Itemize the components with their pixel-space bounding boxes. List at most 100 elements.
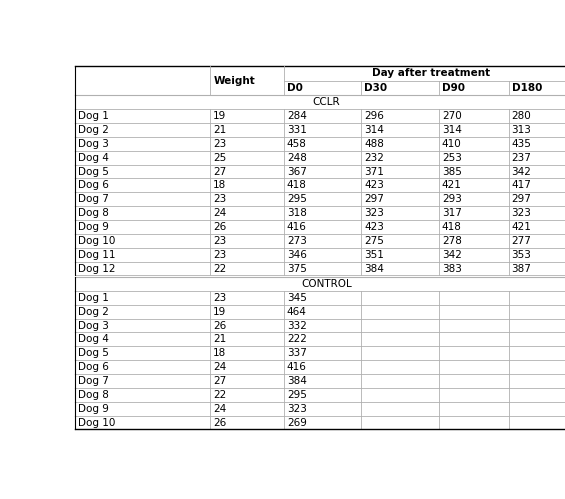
Text: 323: 323 <box>364 208 384 218</box>
Text: 277: 277 <box>511 236 532 246</box>
Text: 222: 222 <box>287 334 307 344</box>
Text: 23: 23 <box>213 139 227 149</box>
Text: 367: 367 <box>287 167 307 177</box>
Text: 385: 385 <box>442 167 462 177</box>
Text: 253: 253 <box>442 153 462 163</box>
Text: 295: 295 <box>287 390 307 400</box>
Text: 18: 18 <box>213 181 227 191</box>
Text: Dog 9: Dog 9 <box>77 404 108 414</box>
Text: 296: 296 <box>364 111 384 121</box>
Text: Dog 2: Dog 2 <box>77 307 108 317</box>
Text: 458: 458 <box>287 139 307 149</box>
Text: 297: 297 <box>364 194 384 204</box>
Text: 21: 21 <box>213 334 227 344</box>
Text: 232: 232 <box>364 153 384 163</box>
Text: Dog 1: Dog 1 <box>77 111 108 121</box>
Text: 423: 423 <box>364 181 384 191</box>
Text: 18: 18 <box>213 348 227 358</box>
Text: CONTROL: CONTROL <box>301 279 352 289</box>
Text: Dog 10: Dog 10 <box>77 418 115 428</box>
Text: D0: D0 <box>287 83 303 93</box>
Text: 237: 237 <box>511 153 532 163</box>
Text: 297: 297 <box>511 194 532 204</box>
Text: 314: 314 <box>442 125 462 135</box>
Text: 342: 342 <box>511 167 532 177</box>
Text: 464: 464 <box>287 307 307 317</box>
Text: 384: 384 <box>364 263 384 273</box>
Text: Dog 12: Dog 12 <box>77 263 115 273</box>
Text: 26: 26 <box>213 418 227 428</box>
Text: 275: 275 <box>364 236 384 246</box>
Text: 19: 19 <box>213 307 227 317</box>
Text: Dog 8: Dog 8 <box>77 208 108 218</box>
Text: Dog 3: Dog 3 <box>77 139 108 149</box>
Text: 332: 332 <box>287 320 307 330</box>
Text: 284: 284 <box>287 111 307 121</box>
Text: 27: 27 <box>213 376 227 386</box>
Text: 270: 270 <box>442 111 462 121</box>
Text: 416: 416 <box>287 362 307 372</box>
Text: 371: 371 <box>364 167 384 177</box>
Text: 21: 21 <box>213 125 227 135</box>
Text: 418: 418 <box>442 222 462 232</box>
Text: 273: 273 <box>287 236 307 246</box>
Text: 280: 280 <box>511 111 531 121</box>
Text: CCLR: CCLR <box>312 97 340 107</box>
Text: D90: D90 <box>442 83 465 93</box>
Text: Weight: Weight <box>213 76 255 86</box>
Text: Dog 2: Dog 2 <box>77 125 108 135</box>
Text: 19: 19 <box>213 111 227 121</box>
Text: Dog 8: Dog 8 <box>77 390 108 400</box>
Text: Dog 5: Dog 5 <box>77 348 108 358</box>
Text: 435: 435 <box>511 139 532 149</box>
Text: D30: D30 <box>364 83 388 93</box>
Text: 26: 26 <box>213 222 227 232</box>
Text: Dog 6: Dog 6 <box>77 181 108 191</box>
Text: 23: 23 <box>213 236 227 246</box>
Text: Dog 1: Dog 1 <box>77 293 108 303</box>
Text: Dog 3: Dog 3 <box>77 320 108 330</box>
Text: 22: 22 <box>213 263 227 273</box>
Text: 23: 23 <box>213 250 227 259</box>
Text: 23: 23 <box>213 293 227 303</box>
Text: 384: 384 <box>287 376 307 386</box>
Text: Dog 5: Dog 5 <box>77 167 108 177</box>
Text: 383: 383 <box>442 263 462 273</box>
Text: 27: 27 <box>213 167 227 177</box>
Text: 337: 337 <box>287 348 307 358</box>
Text: 317: 317 <box>442 208 462 218</box>
Text: Day after treatment: Day after treatment <box>372 68 490 78</box>
Text: Dog 4: Dog 4 <box>77 334 108 344</box>
Text: 353: 353 <box>511 250 532 259</box>
Text: 375: 375 <box>287 263 307 273</box>
Text: 423: 423 <box>364 222 384 232</box>
Text: 421: 421 <box>442 181 462 191</box>
Text: Dog 9: Dog 9 <box>77 222 108 232</box>
Text: 24: 24 <box>213 404 227 414</box>
Text: 421: 421 <box>511 222 532 232</box>
Text: 387: 387 <box>511 263 532 273</box>
Text: Dog 10: Dog 10 <box>77 236 115 246</box>
Text: 331: 331 <box>287 125 307 135</box>
Text: Dog 6: Dog 6 <box>77 362 108 372</box>
Text: 410: 410 <box>442 139 462 149</box>
Text: 351: 351 <box>364 250 384 259</box>
Text: 323: 323 <box>511 208 532 218</box>
Text: 23: 23 <box>213 194 227 204</box>
Text: 323: 323 <box>287 404 307 414</box>
Text: D180: D180 <box>511 83 542 93</box>
Text: 293: 293 <box>442 194 462 204</box>
Text: 248: 248 <box>287 153 307 163</box>
Text: 24: 24 <box>213 362 227 372</box>
Text: 269: 269 <box>287 418 307 428</box>
Text: 25: 25 <box>213 153 227 163</box>
Text: 416: 416 <box>287 222 307 232</box>
Text: 313: 313 <box>511 125 532 135</box>
Text: 342: 342 <box>442 250 462 259</box>
Text: 488: 488 <box>364 139 384 149</box>
Text: 314: 314 <box>364 125 384 135</box>
Text: 318: 318 <box>287 208 307 218</box>
Text: 24: 24 <box>213 208 227 218</box>
Text: 295: 295 <box>287 194 307 204</box>
Text: Dog 7: Dog 7 <box>77 376 108 386</box>
